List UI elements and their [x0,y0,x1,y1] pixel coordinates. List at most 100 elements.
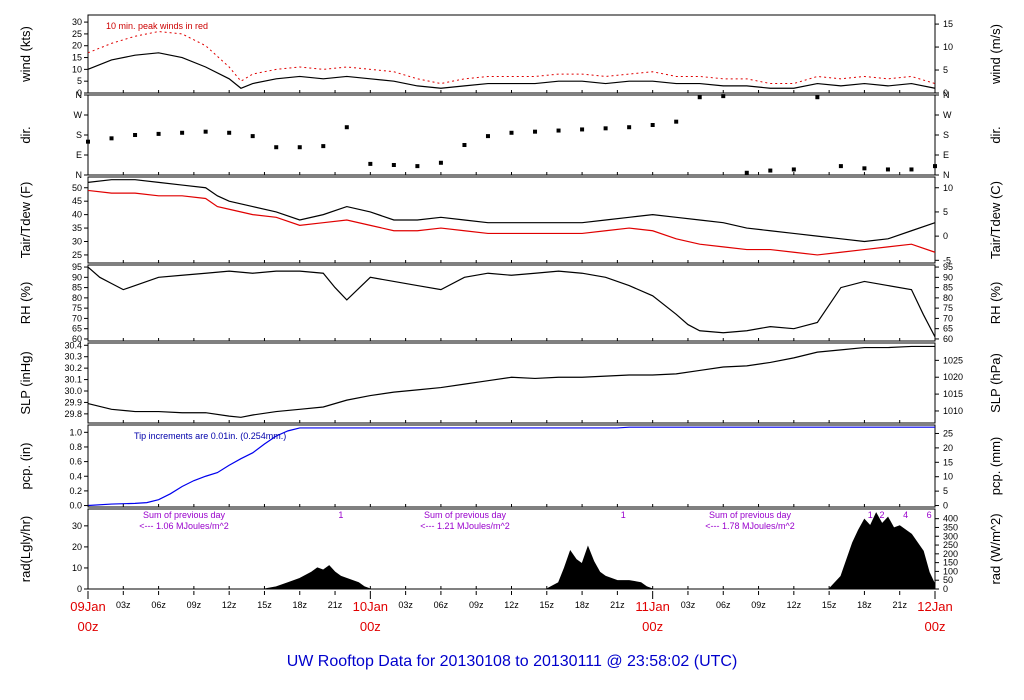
y-tick-label: 20 [72,542,82,552]
y-tick-label: 25 [943,428,953,438]
x-tick-label: 03z [681,600,696,610]
data-point [862,166,866,170]
x-tick-label: 06z [434,600,449,610]
y-tick-label: 75 [943,303,953,313]
y-tick-label: 20 [72,41,82,51]
y-tick-label: 30.2 [64,363,82,373]
radiation-sum-title: Sum of previous day [143,510,226,520]
y-tick-label: W [943,110,952,120]
y-tick-label: 30.4 [64,340,82,350]
panel-frame [88,177,935,263]
y-tick-label: 0.4 [69,471,82,481]
y-tick-label: N [943,170,950,180]
x-tick-label: 09z [751,600,766,610]
panel-pcp: pcp. (in) pcp. (mm) 0.0 0.2 0.4 0.6 0.8 1.0 0 5 10… [18,425,1003,511]
y-tick-label: 30.3 [64,352,82,362]
data-point [439,161,443,165]
data-point [345,125,349,129]
y-tick-label: 0.0 [69,501,82,511]
y-tick-label: 80 [943,293,953,303]
y-tick-label: 75 [72,303,82,313]
data-point [298,145,302,149]
y-tick-label: 350 [943,522,958,532]
panel-wind: wind (kts) wind (m/s)05101520253005101510… [18,15,1003,98]
y-tick-label: 400 [943,514,958,524]
data-point [321,144,325,148]
right-axis-label: pcp. (mm) [988,437,1003,496]
day-label: 10Jan [353,599,388,614]
y-tick-label: 10 [943,183,953,193]
series-peak [88,32,935,84]
right-axis-label: SLP (hPa) [988,353,1003,413]
y-tick-label: 95 [72,262,82,272]
y-tick-label: 0.8 [69,442,82,452]
data-point [627,125,631,129]
left-axis-label: pcp. (in) [18,443,33,490]
right-axis-label: Tair/Tdew (C) [988,181,1003,259]
y-tick-label: 1025 [943,355,963,365]
day-hour-label: 00z [78,619,99,634]
radiation-marker: 1 [338,510,343,520]
series-Tair [88,180,935,242]
y-tick-label: 80 [72,293,82,303]
y-tick-label: 300 [943,531,958,541]
data-point [839,164,843,168]
y-tick-label: 0.6 [69,457,82,467]
radiation-marker: 1 [621,510,626,520]
y-tick-label: 1015 [943,389,963,399]
day-hour-label: 00z [360,619,381,634]
x-tick-label: 21z [610,600,625,610]
y-tick-label: 30 [72,521,82,531]
right-axis-label: dir. [988,126,1003,143]
y-tick-label: W [74,110,83,120]
left-axis-label: Tair/Tdew (F) [18,182,33,259]
data-point [368,162,372,166]
right-axis-label: RH (%) [988,282,1003,325]
x-tick-label: 06z [151,600,166,610]
radiation-marker: 1 [868,510,873,520]
data-point [815,95,819,99]
radiation-marker: 6 [927,510,932,520]
left-axis-label: dir. [18,126,33,143]
panel-temp: Tair/Tdew (F) Tair/Tdew (C)253035404550-5… [18,177,1003,265]
data-point [557,129,561,133]
y-tick-label: 20 [943,443,953,453]
y-tick-label: 45 [72,196,82,206]
y-tick-label: S [943,130,949,140]
y-tick-label: 1020 [943,372,963,382]
y-tick-label: 60 [943,334,953,344]
y-tick-label: 15 [72,53,82,63]
left-axis-label: rad(Lgly/hr) [18,516,33,582]
y-tick-label: 100 [943,566,958,576]
y-tick-label: 5 [943,65,948,75]
y-tick-label: N [76,90,83,100]
data-point [674,120,678,124]
series-wind [88,53,935,88]
data-point [768,169,772,173]
data-point [533,130,537,134]
radiation-sum-value: <--- 1.21 MJoules/m^2 [420,521,510,531]
x-tick-label: 18z [292,600,307,610]
x-tick-label: 21z [328,600,343,610]
panel-slp: SLP (inHg) SLP (hPa)29.829.930.030.130.23… [18,340,1003,423]
data-point [698,95,702,99]
page-title: UW Rooftop Data for 20130108 to 20130111… [287,653,738,670]
y-tick-label: 25 [72,29,82,39]
data-point [486,134,490,138]
y-tick-label: 30.0 [64,386,82,396]
y-tick-label: 85 [72,283,82,293]
data-point [721,94,725,98]
y-tick-label: 0 [943,231,948,241]
y-tick-label: 0 [77,584,82,594]
y-tick-label: 5 [943,486,948,496]
x-tick-label: 21z [892,600,907,610]
y-tick-label: 85 [943,283,953,293]
day-hour-label: 00z [642,619,663,634]
data-point [392,163,396,167]
y-tick-label: 10 [72,64,82,74]
data-point [204,130,208,134]
y-tick-label: 29.8 [64,409,82,419]
x-tick-label: 09z [469,600,484,610]
data-point [251,134,255,138]
data-point [580,127,584,131]
